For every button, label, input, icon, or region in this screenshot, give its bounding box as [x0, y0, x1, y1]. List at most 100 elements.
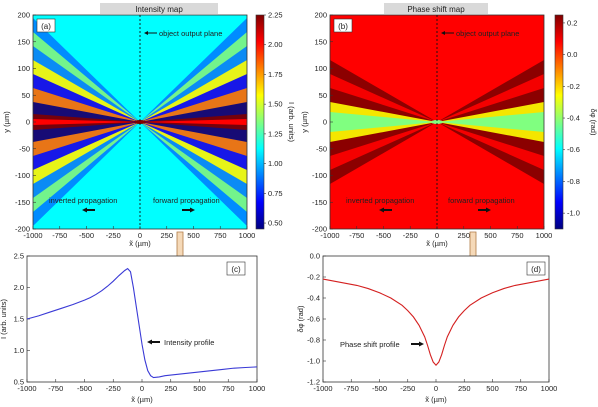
d-xtick-label: 1000	[541, 384, 558, 393]
c-xtick-label: 0	[140, 384, 144, 393]
d-ytick-label: -0.2	[307, 273, 320, 282]
a-xtick-label: 250	[160, 231, 173, 240]
b-ytick-label: -50	[316, 144, 327, 153]
d-ytick-label: -0.6	[307, 315, 320, 324]
a-xtick-label: -250	[106, 231, 121, 240]
c-xtick-label: -250	[106, 384, 121, 393]
panel-c-label-box	[226, 261, 246, 276]
a-core	[140, 119, 247, 125]
a-xtick-label: 1000	[239, 231, 256, 240]
panel-a-ylabel: y (µm)	[2, 111, 11, 133]
panel-c-axes: -1000 -750 -500 -250 0 250 500 750 1000 2.5 2.0 1.5…	[14, 252, 266, 394]
a-colorbar-tick-label: 1.25	[268, 129, 283, 138]
a-xtick-label: 750	[214, 231, 227, 240]
panel-b-right-label: forward propagation	[448, 196, 515, 205]
d-xtick-label: -750	[344, 384, 359, 393]
panel-a-right-label: forward propagation	[153, 196, 220, 205]
panel-b-label-box	[333, 18, 353, 33]
b-xtick-label: 500	[484, 231, 497, 240]
panel-b-xlabel: x̃ (µm)	[426, 239, 448, 248]
b-focus	[431, 120, 443, 124]
b-colorbar-tick-label: -0.4	[567, 114, 580, 123]
a-colorbar-gradient	[255, 14, 265, 230]
b-ytick-label: 50	[319, 91, 327, 100]
panel-c-frame	[26, 255, 258, 383]
panel-a-annotations: object output plane inverted propagation…	[49, 29, 222, 213]
c-xtick-label: -500	[77, 384, 92, 393]
panel-a: Intensity map (a) object output plane in…	[2, 3, 296, 248]
a-ytick-label: -200	[15, 225, 30, 234]
c-xtick-label: -1000	[17, 384, 36, 393]
a-core	[33, 119, 140, 125]
panel-b-title-box	[384, 3, 488, 14]
panel-a-heatmap	[33, 15, 247, 229]
panel-a-title: Intensity map	[135, 5, 183, 14]
d-ytick-label: -0.8	[307, 336, 320, 345]
panel-b-ylabel: y (µm)	[300, 111, 309, 133]
b-colorbar-tick-label: -0.2	[567, 82, 580, 91]
panel-c-xlabel: x̃ (µm)	[131, 395, 153, 404]
c-ytick-label: 2.0	[14, 283, 24, 292]
d-xtick-label: 750	[514, 384, 527, 393]
panel-b-axes: -1000 -750 -500 -250 0 250 500 750 1000200150100…	[312, 11, 552, 241]
panel-c-ylabel: I (arb. units)	[0, 298, 8, 339]
panel-a-label-box	[36, 18, 56, 33]
b-ytick-label: -200	[312, 225, 327, 234]
b-xtick-label: 250	[457, 231, 470, 240]
panel-b-title: Phase shift map	[407, 5, 465, 14]
c-xtick-label: -750	[48, 384, 63, 393]
d-xtick-label: 500	[486, 384, 499, 393]
b-xtick-label: -250	[403, 231, 418, 240]
panel-d-series-label: Phase shift profile	[340, 340, 400, 349]
panel-d-ylabel: δφ (rad)	[296, 305, 305, 332]
panel-c: -1000 -750 -500 -250 0 250 500 750 1000 2.5 2.0 1.5…	[0, 252, 265, 405]
panel-a-title-box	[100, 3, 218, 14]
panel-b-plane-label: object output plane	[456, 29, 519, 38]
panel-b-annotations: object output plane inverted propagation…	[346, 29, 519, 213]
b-colorbar-tick-label: -1.0	[567, 209, 580, 218]
d-xtick-label: -250	[400, 384, 415, 393]
b-ytick-label: -100	[312, 171, 327, 180]
panel-b-heatmap	[330, 15, 544, 229]
b-xtick-label: -750	[349, 231, 364, 240]
c-xtick-label: 1000	[249, 384, 266, 393]
panel-d-frame	[322, 255, 550, 383]
d-xtick-label: -500	[372, 384, 387, 393]
b-ytick-label: 0	[323, 118, 327, 127]
a-colorbar-tick-label: 2.00	[268, 40, 283, 49]
d-series-line	[322, 278, 550, 367]
b-xtick-label: -1000	[320, 231, 339, 240]
d-xtick-label: 250	[458, 384, 471, 393]
panel-a-plane-label: object output plane	[159, 29, 222, 38]
b-colorbar-tick-label: -0.8	[567, 177, 580, 186]
b-colorbar-tick-label: -0.6	[567, 145, 580, 154]
b-colorbar-gradient	[554, 14, 564, 230]
d-ytick-label: -0.4	[307, 294, 320, 303]
a-colorbar-tick-label: 1.75	[268, 70, 283, 79]
a-xtick-label: 500	[187, 231, 200, 240]
panel-d-axes: -1000 -750 -500 -250 0 250 500 750 1000 0.0 -0.2 -0…	[307, 252, 557, 394]
panel-d-plot	[322, 278, 550, 367]
panel-c-plot	[26, 267, 258, 379]
panel-b-left-label: inverted propagation	[346, 196, 414, 205]
d-ytick-label: -1.2	[307, 378, 320, 387]
c-xtick-label: 250	[164, 384, 177, 393]
c-ytick-label: 1.5	[14, 315, 24, 324]
b-core	[437, 112, 544, 132]
d-ytick-label: -1.0	[307, 357, 320, 366]
a-xtick-label: -1000	[23, 231, 42, 240]
c-ytick-label: 2.5	[14, 252, 24, 261]
a-xtick-label: -500	[79, 231, 94, 240]
panel-b-label: (b)	[338, 22, 348, 31]
panel-a-axes: -1000 -750 -500 -250 0 250 500 750 1000200150100…	[15, 11, 255, 241]
b-xtick-label: 0	[435, 231, 439, 240]
panel-c-label: (c)	[231, 265, 241, 274]
b-core	[330, 112, 437, 132]
b-ytick-label: 200	[314, 11, 327, 20]
panel-a-label: (a)	[41, 22, 51, 31]
panel-d: -1000 -750 -500 -250 0 250 500 750 1000 0.0 -0.2 -0…	[296, 252, 557, 405]
d-ytick-label: 0.0	[310, 252, 320, 261]
panel-b-colorbar: 0.2 0.0 -0.2 -0.4 -0.6 -0.8 -1.0	[554, 14, 580, 230]
d-xtick-label: -1000	[313, 384, 332, 393]
a-colorbar-tick-label: 1.50	[268, 100, 283, 109]
